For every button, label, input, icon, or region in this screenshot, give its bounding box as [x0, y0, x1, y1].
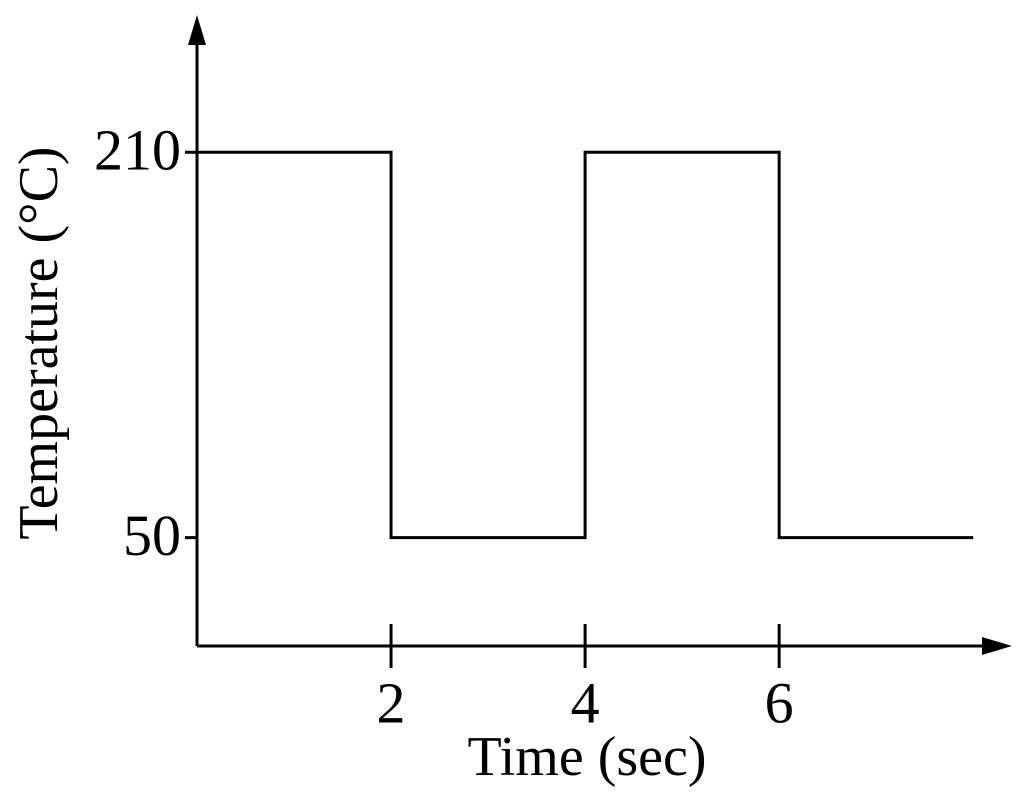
data-line [197, 150, 974, 540]
y-tick-label: 210 [94, 118, 181, 183]
x-axis-arrow [982, 637, 1012, 655]
y-axis-label: Temperature (°C) [8, 146, 70, 539]
y-tick-label: 50 [123, 503, 181, 568]
x-tick-label: 6 [765, 670, 794, 735]
x-axis-label: Time (sec) [467, 726, 706, 788]
x-tick-label: 2 [377, 670, 406, 735]
x-tick-label: 4 [571, 670, 600, 735]
y-axis-arrow [188, 15, 206, 45]
